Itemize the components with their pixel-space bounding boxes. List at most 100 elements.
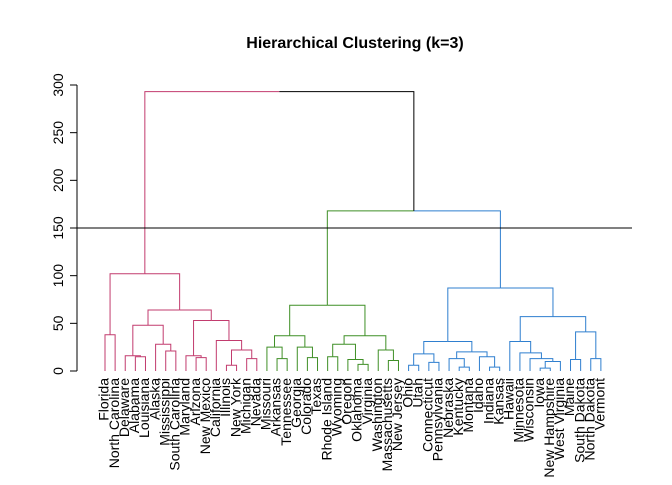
- leaf-label: Alabama: [126, 378, 142, 433]
- leaf-label: Delaware: [116, 378, 132, 437]
- dendrogram-link: [228, 339, 243, 351]
- leaf-label: Wisconsin: [521, 378, 537, 442]
- leaf-label: West Virginia: [551, 378, 567, 460]
- dendrogram-link: [519, 352, 531, 371]
- y-tick-label: 250: [50, 121, 66, 145]
- dendrogram-link: [279, 91, 415, 211]
- dendrogram-link: [109, 273, 145, 335]
- dendrogram-link: [104, 334, 111, 371]
- leaf-label: Nebraska: [440, 378, 456, 438]
- leaf-label: Illinois: [217, 378, 233, 417]
- dendrogram-link: [132, 324, 149, 356]
- dendrogram-link: [423, 353, 435, 363]
- dendrogram-link: [552, 360, 561, 371]
- dendrogram-link: [539, 367, 546, 371]
- dendrogram-link: [530, 352, 542, 359]
- leaf-label: Maryland: [177, 378, 193, 436]
- leaf-label: Kansas: [490, 378, 506, 425]
- dendrogram-link: [163, 343, 172, 351]
- dendrogram-link: [456, 358, 465, 368]
- dendrogram-link: [433, 361, 440, 371]
- leaf-label: Michigan: [237, 378, 253, 434]
- leaf-label: Colorado: [298, 378, 314, 435]
- dendrogram-link: [326, 210, 414, 306]
- leaf-label: New York: [227, 377, 243, 437]
- dendrogram-link: [552, 316, 587, 332]
- leaf-label: Arizona: [187, 378, 203, 426]
- dendrogram-link: [544, 360, 553, 369]
- dendrogram-link: [132, 355, 141, 357]
- dendrogram-link: [343, 335, 365, 345]
- dendrogram-link: [520, 340, 532, 353]
- y-tick-label: 100: [50, 264, 66, 288]
- leaf-label: Utah: [409, 378, 425, 408]
- dendrogram-link: [289, 335, 306, 348]
- leaf-label: North Dakota: [581, 378, 597, 461]
- leaf-label: Indiana: [480, 378, 496, 424]
- dendrogram-link: [251, 358, 258, 371]
- leaf-label: Vermont: [592, 378, 608, 430]
- dendrogram-link: [201, 357, 207, 371]
- dendrogram-link: [347, 359, 356, 371]
- dendrogram-link: [110, 334, 116, 371]
- leaf-label: Massachusetts: [379, 378, 395, 471]
- leaf-label: Texas: [308, 378, 324, 415]
- dendrogram-link: [458, 366, 465, 371]
- y-tick-label: 200: [50, 168, 66, 192]
- dendrogram-link: [355, 359, 364, 365]
- dendrogram-link: [289, 304, 328, 336]
- leaf-label: Maine: [561, 378, 577, 416]
- dendrogram-link: [148, 324, 164, 345]
- dendrogram-link: [296, 346, 305, 371]
- dendrogram-link: [144, 273, 181, 310]
- dendrogram-link: [124, 355, 133, 371]
- dendrogram-link: [276, 358, 283, 371]
- dendrogram-link: [282, 358, 288, 371]
- dendrogram-link: [519, 316, 553, 342]
- leaf-label: Arkansas: [268, 378, 284, 436]
- dendrogram-link: [570, 359, 576, 371]
- y-tick-label: 0: [50, 367, 66, 375]
- dendrogram-link: [541, 358, 554, 362]
- dendrogram-link: [408, 364, 414, 371]
- dendrogram-link: [585, 331, 597, 359]
- dendrogram-link: [193, 319, 212, 356]
- chart-title: Hierarchical Clustering (k=3): [246, 35, 463, 52]
- dendrogram-link: [590, 358, 596, 371]
- dendrogram-link: [165, 350, 171, 371]
- leaf-label: Hawaii: [501, 378, 517, 420]
- dendrogram-link: [246, 358, 252, 371]
- dendrogram-link: [447, 287, 501, 342]
- leaf-label: South Dakota: [571, 378, 587, 463]
- leaf-label: Alaska: [146, 378, 162, 420]
- leaf-label: Kentucky: [450, 378, 466, 436]
- leaf-label: Pennsylvania: [430, 378, 446, 461]
- dendrogram-link: [387, 360, 394, 371]
- leaf-label: New Hampshire: [541, 378, 557, 478]
- dendrogram-link: [231, 364, 238, 371]
- dendrogram-link: [225, 364, 232, 371]
- dendrogram-link: [327, 356, 333, 371]
- dendrogram-link: [170, 350, 177, 371]
- dendrogram-link: [575, 331, 586, 360]
- dendrogram-link: [155, 343, 164, 371]
- leaf-label: Mississippi: [156, 378, 172, 446]
- dendrogram-link: [447, 340, 473, 352]
- dendrogram-link: [185, 355, 194, 371]
- leaf-label: Minnesota: [511, 378, 527, 443]
- leaf-label: Virginia: [359, 378, 375, 425]
- dendrogram-link: [357, 363, 364, 371]
- dendrogram-link: [456, 351, 472, 359]
- dendrogram-link: [306, 357, 313, 371]
- y-tick-label: 150: [50, 216, 66, 240]
- dendrogram-link: [266, 346, 275, 371]
- leaf-label: Wyoming: [328, 378, 344, 436]
- dendrogram-link: [478, 356, 488, 371]
- leaf-label: Nevada: [248, 378, 264, 426]
- leaf-label: Oregon: [339, 378, 355, 425]
- dendrogram-link: [147, 309, 180, 326]
- dendrogram-link: [413, 210, 501, 289]
- dendrogram-link: [211, 319, 230, 341]
- dendrogram-link: [448, 358, 457, 371]
